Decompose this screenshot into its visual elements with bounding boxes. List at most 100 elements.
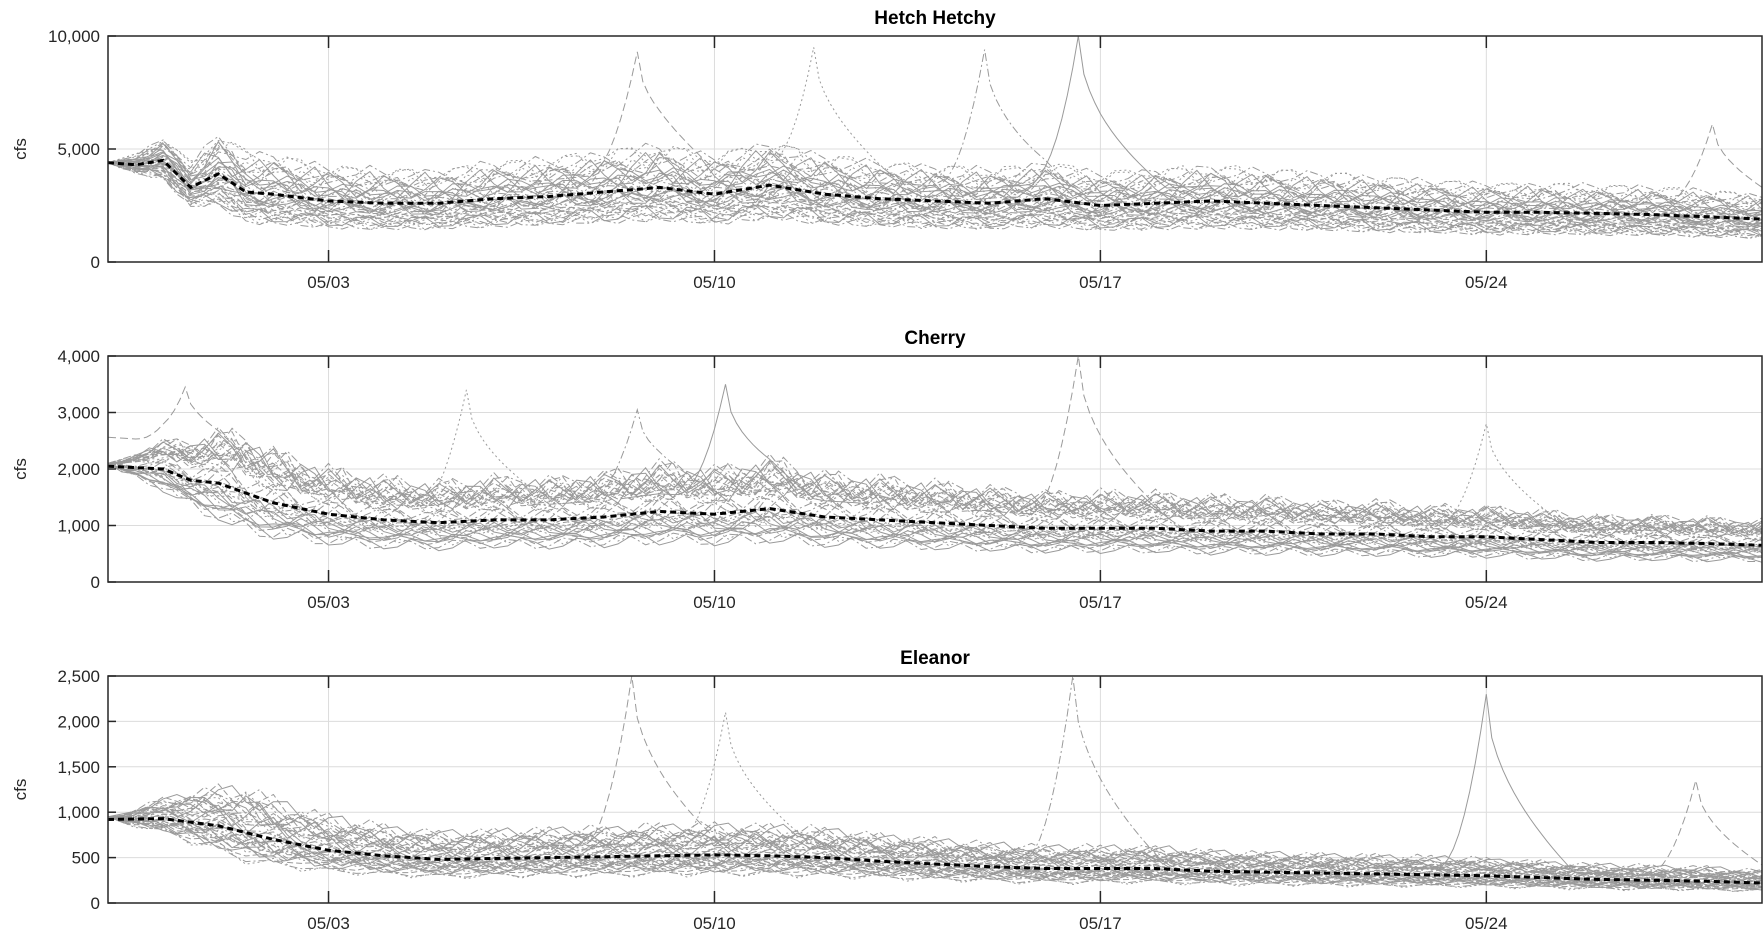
ensemble-line — [107, 462, 1763, 558]
panel-2: 05/03 05/10 05/17 05/24 0 500 1,000 1,500 2,000 2… — [11, 648, 1763, 933]
ensemble-line — [107, 442, 1763, 536]
panel-title: Hetch Hetchy — [874, 8, 996, 29]
ensemble-line — [107, 816, 1763, 889]
ensemble-line — [107, 162, 1763, 239]
x-tick-label: 05/03 — [307, 273, 350, 292]
ensemble-line — [107, 815, 1763, 883]
ensemble-line — [107, 162, 1763, 237]
panel-title: Eleanor — [900, 648, 970, 669]
x-tick-label: 05/10 — [693, 914, 736, 933]
ensemble-line — [107, 426, 1763, 535]
y-axis-label: cfs — [11, 138, 30, 160]
ensemble-line — [107, 462, 1763, 554]
ensemble-line — [107, 462, 1763, 559]
y-tick-label: 5,000 — [57, 140, 100, 159]
ensemble-line — [107, 447, 1763, 536]
panel-title: Cherry — [904, 328, 966, 349]
panel-0: 05/03 05/10 05/17 05/24 0 5,000 10,000 cfs Hetch… — [11, 8, 1763, 292]
ensemble-line — [107, 150, 1763, 216]
ensemble-line — [107, 162, 1763, 226]
ensemble-line — [107, 143, 1763, 208]
ensemble-line — [107, 135, 1763, 201]
ensemble-line — [107, 162, 1763, 237]
plot-frame — [107, 675, 1763, 904]
ensemble-line — [107, 816, 1763, 893]
ensemble-line — [107, 431, 1763, 535]
ensemble-line — [107, 783, 1763, 878]
y-tick-label: 2,000 — [57, 712, 100, 731]
ensemble-line — [107, 152, 1763, 215]
x-tick-label: 05/17 — [1079, 914, 1122, 933]
ensemble-line — [107, 156, 1763, 221]
x-tick-label: 05/17 — [1079, 593, 1122, 612]
ensemble-line — [107, 785, 1763, 876]
y-tick-label: 0 — [91, 573, 100, 592]
ensemble-line — [107, 792, 1763, 880]
ensemble-line — [107, 162, 1763, 231]
ensemble-line — [107, 156, 1763, 220]
x-tick-label: 05/10 — [693, 593, 736, 612]
y-axis-label: cfs — [11, 458, 30, 480]
x-tick-label: 05/03 — [307, 914, 350, 933]
x-tick-label: 05/10 — [693, 273, 736, 292]
ensemble-spike-line — [1607, 122, 1763, 204]
ensemble-line — [107, 462, 1763, 563]
x-tick-label: 05/17 — [1079, 273, 1122, 292]
ensemble-spike-line — [879, 49, 1129, 192]
ensemble-line — [107, 162, 1763, 239]
ensemble-line — [107, 162, 1763, 228]
y-tick-label: 1,000 — [57, 517, 100, 536]
ensemble-line — [107, 440, 1763, 536]
ensemble-spike-line — [532, 407, 781, 505]
y-tick-label: 3,000 — [57, 404, 100, 423]
ensemble-line — [107, 462, 1763, 563]
y-tick-label: 2,000 — [57, 460, 100, 479]
ensemble-line — [107, 462, 1763, 553]
x-tick-label: 05/24 — [1465, 273, 1508, 292]
ensemble-line — [107, 813, 1763, 884]
ensemble-line — [107, 451, 1763, 537]
ensemble-spike-line — [1381, 423, 1630, 534]
ensemble-line — [107, 162, 1763, 237]
ensemble-line — [107, 460, 1763, 546]
ensemble-line — [107, 438, 1763, 538]
x-tick-label: 05/24 — [1465, 593, 1508, 612]
ensemble-line — [107, 162, 1763, 235]
ensemble-line — [107, 804, 1763, 884]
panel-1: 05/03 05/10 05/17 05/24 0 1,000 2,000 3,000 4,00… — [11, 328, 1763, 612]
y-tick-label: 1,000 — [57, 803, 100, 822]
ensemble-line — [107, 449, 1763, 537]
ensemble-line — [107, 462, 1763, 544]
ensemble-line — [107, 139, 1763, 201]
ensemble-line — [107, 816, 1763, 892]
ensemble-line — [107, 162, 1763, 233]
y-tick-label: 4,000 — [57, 347, 100, 366]
ensemble-line — [107, 162, 1763, 233]
ensemble-spike-line — [620, 384, 869, 505]
ensemble-line — [107, 816, 1763, 889]
ensemble-line — [107, 462, 1763, 554]
ensemble-line — [107, 462, 1763, 551]
ensemble-spike-line — [1381, 694, 1630, 875]
x-tick-label: 05/24 — [1465, 914, 1508, 933]
x-tick-label: 05/03 — [307, 593, 350, 612]
ensemble-line — [107, 793, 1763, 875]
median-line — [107, 817, 1763, 885]
ensemble-line — [107, 801, 1763, 880]
ensemble-line — [107, 801, 1763, 880]
ensemble-line — [107, 462, 1763, 550]
ensemble-spike-line — [107, 385, 329, 498]
ensemble-line — [107, 453, 1763, 540]
ensemble-line — [107, 162, 1763, 226]
ensemble-line — [107, 441, 1763, 534]
ensemble-spike-line — [973, 355, 1222, 519]
y-tick-label: 0 — [91, 253, 100, 272]
y-tick-label: 10,000 — [48, 27, 100, 46]
ensemble-line — [107, 816, 1763, 888]
ensemble-line — [108, 148, 1763, 215]
median-line — [107, 158, 1763, 221]
ensemble-line — [107, 791, 1763, 879]
y-tick-label: 2,500 — [57, 667, 100, 686]
y-tick-label: 1,500 — [57, 758, 100, 777]
